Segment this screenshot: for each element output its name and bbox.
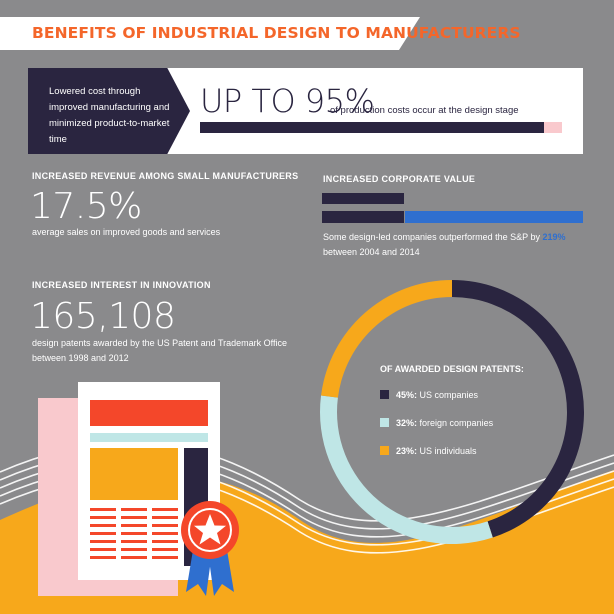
corporate-highlight: 219% [542, 232, 566, 242]
legend-text: US individuals [419, 446, 477, 456]
legend-swatch-cyan [380, 418, 389, 427]
legend-swatch-yellow [380, 446, 389, 455]
cost-progress-track [200, 122, 562, 133]
donut-slice-0 [452, 280, 584, 538]
legend-text: US companies [419, 390, 479, 400]
legend-pct: 23%: [396, 446, 418, 456]
legend-pct: 45%: [396, 390, 418, 400]
legend-item-us-companies: 45%: US companies [380, 390, 478, 400]
innovation-value: 165,108 [30, 296, 176, 337]
revenue-heading: INCREASED REVENUE AMONG SMALL MANUFACTUR… [32, 171, 299, 181]
donut-slice-1 [320, 395, 493, 544]
title-banner [0, 17, 420, 50]
legend-text: foreign companies [419, 418, 494, 428]
page-title: BENEFITS OF INDUSTRIAL DESIGN TO MANUFAC… [32, 24, 521, 42]
baseline-bar [322, 193, 404, 204]
patents-label: OF AWARDED DESIGN PATENTS: [380, 364, 524, 374]
revenue-value: 17.5% [30, 186, 142, 227]
corporate-heading: INCREASED CORPORATE VALUE [323, 174, 476, 184]
legend-swatch-navy [380, 390, 389, 399]
legend-item-us-individuals: 23%: US individuals [380, 446, 477, 456]
outperform-bar-extra [404, 211, 583, 223]
cost-intro-text: Lowered cost through improved manufactur… [49, 86, 170, 145]
corporate-description: Some design-led companies outperformed t… [323, 230, 593, 260]
award-ribbon-icon [181, 501, 239, 596]
cost-suffix: of production costs occur at the design … [330, 105, 519, 116]
cost-intro-arrow [28, 68, 190, 154]
patents-donut-chart [320, 280, 584, 544]
legend-item-foreign-companies: 32%: foreign companies [380, 418, 493, 428]
corporate-desc-before: Some design-led companies outperformed t… [323, 232, 540, 242]
cost-headline: UP TO 95% [200, 82, 375, 120]
outperform-bar-base [322, 211, 404, 223]
revenue-description: average sales on improved goods and serv… [32, 227, 221, 237]
innovation-heading: INCREASED INTEREST IN INNOVATION [32, 280, 211, 290]
legend-pct: 32%: [396, 418, 418, 428]
donut-slice-2 [321, 280, 452, 398]
corporate-desc-after: between 2004 and 2014 [323, 247, 420, 257]
innovation-description: design patents awarded by the US Patent … [32, 338, 287, 363]
cost-progress-fill [200, 122, 544, 133]
